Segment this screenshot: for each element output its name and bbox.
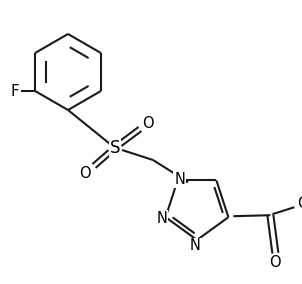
Text: OH: OH xyxy=(297,196,302,211)
Text: O: O xyxy=(270,255,281,270)
Text: N: N xyxy=(190,239,201,254)
Text: O: O xyxy=(142,116,154,131)
Text: N: N xyxy=(174,172,185,187)
Text: O: O xyxy=(79,166,91,181)
Text: F: F xyxy=(11,83,19,99)
Text: S: S xyxy=(110,139,120,157)
Text: N: N xyxy=(156,211,167,226)
